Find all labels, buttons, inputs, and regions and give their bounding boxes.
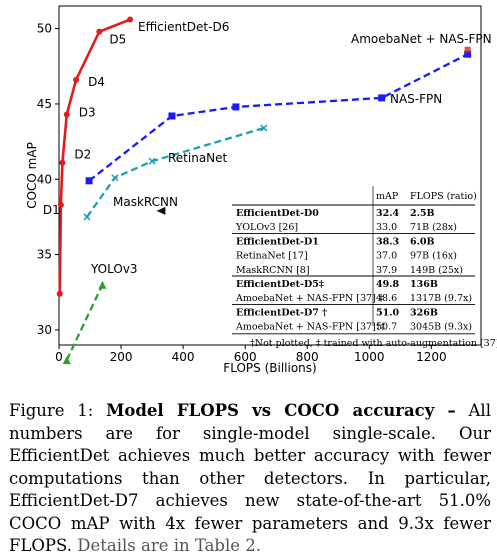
point — [96, 28, 103, 35]
series-layer — [56, 16, 472, 365]
x-tick-label: 1200 — [416, 350, 447, 364]
table-cell-model: MaskRCNN [8] — [236, 265, 310, 276]
comparison-table: mAP FLOPS (ratio) EfficientDet-D0 32.4 2.5B Y… — [232, 186, 497, 349]
table-cell-model: EfficientDet-D5‡ — [236, 279, 324, 290]
table-cell-model: AmoebaNet + NAS-FPN [37]†‡ — [235, 322, 386, 333]
x-tick-label: 200 — [110, 350, 133, 364]
series-label-amoebanet: AmoebaNet + NAS-FPN — [351, 32, 492, 46]
series-line — [85, 126, 265, 218]
table-cell-model: RetinaNet [17] — [236, 251, 308, 262]
table-cell-flops: 71B (28x) — [410, 222, 457, 233]
point — [232, 103, 240, 111]
table-cell-model: EfficientDet-D0 — [236, 208, 319, 219]
point-label: D4 — [88, 75, 105, 89]
series-line — [65, 284, 104, 361]
point — [57, 201, 64, 208]
labels-layer: EfficientDet-D6 D1 D2 D3 D4 D5 AmoebaNet + NAS… — [43, 20, 492, 276]
x-tick-label: 600 — [234, 350, 257, 364]
point — [378, 94, 386, 102]
point — [85, 177, 93, 185]
series-label-nasfpn: NAS-FPN — [390, 92, 442, 106]
table-cell-model: EfficientDet-D7 † — [236, 307, 327, 318]
table-cell-map: 49.8 — [376, 279, 400, 290]
axes: 0 200 400 600 800 1000 1200 30 35 40 45 50 FLOPS (Bi… — [25, 5, 482, 375]
table-cell-flops: 6.0B — [410, 236, 435, 247]
caption-prefix: Figure 1: — [9, 401, 107, 420]
caption-bold: Model FLOPS vs COCO accuracy – — [106, 401, 456, 420]
table-header-flops: FLOPS (ratio) — [410, 191, 477, 202]
point-label: D5 — [109, 33, 126, 47]
table-footnote: †Not plotted, ‡ trained with auto-augmen… — [250, 338, 497, 349]
table-cell-map: 50.7 — [376, 322, 397, 333]
point — [63, 111, 70, 118]
table-cell-flops: 149B (25x) — [410, 265, 463, 276]
table-cell-model: AmoebaNet + NAS-FPN [37] ‡ — [235, 293, 384, 304]
table-cell-model: YOLOv3 [26] — [235, 222, 298, 233]
y-tick-label: 45 — [37, 97, 52, 111]
series-line — [88, 53, 469, 182]
series-label-retinanet: RetinaNet — [168, 151, 228, 165]
point — [464, 46, 471, 53]
table-background — [232, 186, 475, 342]
series-label-maskrcnn: MaskRCNN — [113, 195, 178, 209]
table-cell-map: 33.0 — [376, 222, 397, 233]
table-cell-map: 48.6 — [376, 293, 397, 304]
table-cell-map: 38.3 — [376, 236, 399, 247]
table-cell-model: EfficientDet-D1 — [236, 236, 319, 247]
figure-caption: Figure 1: Model FLOPS vs COCO accuracy –… — [9, 400, 491, 558]
table-cell-flops: 2.5B — [410, 208, 435, 219]
table-header-map: mAP — [376, 191, 399, 202]
point — [260, 124, 268, 132]
table-cell-flops: 136B — [410, 279, 438, 290]
caption-tail: Details are in Table 2. — [77, 536, 262, 555]
y-axis-label: COCO mAP — [25, 142, 39, 209]
caption-body: All numbers are for single-model single-… — [9, 401, 491, 555]
x-tick-label: 1000 — [354, 350, 385, 364]
point — [73, 76, 80, 83]
flops-vs-map-chart: 0 200 400 600 800 1000 1200 30 35 40 45 50 FLOPS (Bi… — [25, 5, 497, 375]
point — [111, 174, 119, 182]
point-label: D2 — [74, 148, 91, 162]
point — [127, 16, 134, 23]
y-tick-label: 40 — [37, 172, 52, 186]
table-cell-map: 32.4 — [376, 208, 400, 219]
point — [464, 50, 472, 58]
x-tick-label: 800 — [296, 350, 319, 364]
series-label-efficientdet: EfficientDet-D6 — [138, 20, 229, 34]
table-cell-map: 37.9 — [376, 265, 397, 276]
point-label: D1 — [43, 203, 60, 217]
point — [148, 157, 156, 165]
table-cell-flops: 1317B (9.7x) — [410, 293, 472, 304]
point — [98, 280, 107, 289]
x-axis-label: FLOPS (Billions) — [223, 361, 316, 375]
y-tick-label: 30 — [37, 323, 52, 337]
table-cell-map: 37.0 — [376, 251, 397, 262]
point-label: D3 — [79, 105, 96, 119]
point — [83, 213, 91, 221]
y-tick-label: 35 — [37, 248, 52, 262]
table-cell-map: 51.0 — [376, 307, 400, 318]
table-cell-flops: 97B (16x) — [410, 251, 457, 262]
series-label-yolov3: YOLOv3 — [90, 262, 138, 276]
point — [156, 206, 166, 215]
point — [62, 356, 71, 365]
x-tick-label: 0 — [55, 350, 63, 364]
table-cell-flops: 3045B (9.3x) — [410, 322, 472, 333]
y-tick-label: 50 — [37, 22, 52, 36]
plot-frame — [58, 5, 482, 346]
point — [59, 159, 66, 166]
point — [56, 290, 63, 297]
x-tick-label: 400 — [172, 350, 195, 364]
point — [168, 112, 176, 120]
table-cell-flops: 326B — [410, 307, 438, 318]
